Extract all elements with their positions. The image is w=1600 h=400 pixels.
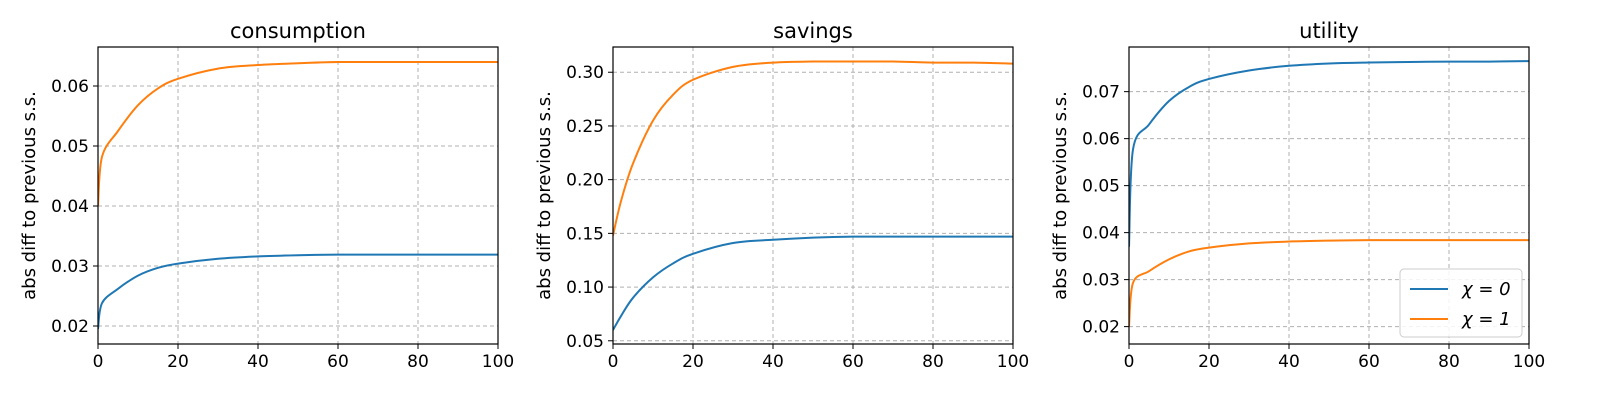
y-tick-label: 0.02 [1082, 318, 1120, 338]
x-tick-label: 100 [1513, 352, 1545, 372]
x-tick-label: 100 [997, 352, 1029, 372]
legend-label: χ = 1 [1461, 309, 1511, 330]
x-tick-label: 0 [1124, 352, 1135, 372]
y-tick-label: 0.05 [566, 332, 604, 352]
axes-frame [1128, 46, 1530, 345]
legend: χ = 0 χ = 1 [1399, 268, 1523, 338]
panel-title: savings [773, 19, 853, 43]
y-axis-label: abs diff to previous s.s. [534, 91, 555, 300]
y-tick-label: 0.04 [1082, 224, 1120, 244]
y-tick-label: 0.10 [566, 278, 604, 298]
series-line-chi-1 [613, 60, 1013, 236]
y-tick-label: 0.06 [1082, 130, 1120, 150]
series-line-chi-1 [98, 61, 498, 207]
x-tick-label: 20 [167, 352, 189, 372]
y-tick-label: 0.05 [1082, 177, 1120, 197]
panel-title: utility [1299, 19, 1359, 43]
series-line-chi-0 [1129, 60, 1529, 247]
x-tick-label: 60 [842, 352, 864, 372]
consumption-panel: consumption abs diff to previous s.s. 0 2… [19, 19, 514, 372]
y-tick-label: 0.07 [1082, 83, 1120, 103]
grid [1128, 47, 1530, 344]
y-tick-label: 0.30 [566, 63, 604, 83]
x-tick-label: 80 [1438, 352, 1460, 372]
x-tick-label: 0 [93, 352, 104, 372]
x-tick-label: 80 [922, 352, 944, 372]
series-line-chi-1 [1129, 239, 1529, 327]
x-tick-label: 40 [247, 352, 269, 372]
y-tick-label: 0.05 [51, 137, 89, 157]
x-tick-label: 40 [762, 352, 784, 372]
axes-frame [97, 46, 499, 345]
x-tick-label: 20 [682, 352, 704, 372]
x-tick-label: 0 [608, 352, 619, 372]
panel-title: consumption [230, 19, 366, 43]
axes-frame [612, 46, 1014, 345]
x-tick-label: 60 [1358, 352, 1380, 372]
series-line-chi-0 [613, 235, 1013, 331]
y-axis-label: abs diff to previous s.s. [1050, 91, 1071, 300]
x-tick-label: 80 [407, 352, 429, 372]
legend-label: χ = 0 [1461, 279, 1511, 300]
y-tick-label: 0.25 [566, 117, 604, 137]
y-axis-label: abs diff to previous s.s. [19, 91, 40, 300]
y-tick-label: 0.02 [51, 317, 89, 337]
utility-panel: utility abs diff to previous s.s. 0 20 40 6… [1050, 19, 1545, 372]
y-tick-label: 0.04 [51, 197, 89, 217]
grid [97, 47, 499, 344]
grid [612, 47, 1014, 344]
savings-panel: savings abs diff to previous s.s. 0 20 40 6… [534, 19, 1029, 372]
y-tick-label: 0.03 [1082, 271, 1120, 291]
x-tick-label: 60 [327, 352, 349, 372]
y-tick-label: 0.03 [51, 257, 89, 277]
y-tick-label: 0.15 [566, 224, 604, 244]
y-tick-label: 0.06 [51, 77, 89, 97]
x-tick-label: 20 [1198, 352, 1220, 372]
x-tick-label: 40 [1278, 352, 1300, 372]
series-line-chi-0 [98, 253, 498, 330]
y-tick-label: 0.20 [566, 171, 604, 191]
x-tick-label: 100 [482, 352, 514, 372]
